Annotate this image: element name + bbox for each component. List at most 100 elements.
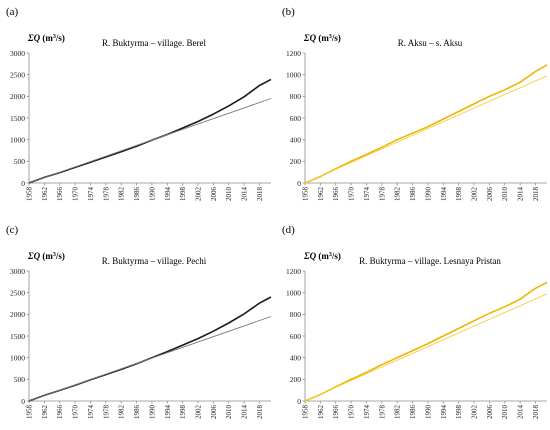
- x-tick-label: 1962: [317, 405, 325, 420]
- y-tick-label: 200: [290, 157, 302, 166]
- x-tick-label: 1962: [41, 405, 49, 420]
- y-axis-label: ΣQ (m3/s): [303, 33, 341, 43]
- y-tick-label: 1000: [286, 70, 301, 79]
- x-tick-label: 1974: [363, 187, 371, 202]
- y-axis-label-symbol: ΣQ: [27, 251, 41, 261]
- cumulative-line: [28, 296, 272, 402]
- y-axis-label: ΣQ (m3/s): [27, 251, 65, 261]
- x-tick-label: 1998: [179, 405, 187, 420]
- y-tick-label: 1000: [10, 135, 25, 144]
- x-tick-label: 1966: [56, 405, 64, 420]
- x-tick-label: 1994: [440, 405, 448, 420]
- panel-label: (a): [6, 6, 19, 18]
- y-tick-label: 2000: [10, 310, 25, 319]
- y-tick-label: 800: [290, 310, 302, 319]
- y-tick-label: 1000: [10, 353, 25, 362]
- y-axis-label-symbol: ΣQ: [27, 33, 41, 43]
- y-tick-label: 3000: [10, 267, 25, 276]
- y-axis-label-unit-end: /s): [331, 33, 341, 43]
- x-tick-label: 1986: [409, 187, 417, 202]
- trend-line: [28, 316, 272, 402]
- y-axis-label-unit-sup: 3: [53, 34, 56, 40]
- x-tick-label: 1990: [148, 187, 156, 202]
- x-tick-label: 1990: [148, 405, 156, 420]
- x-tick-label: 1982: [118, 405, 126, 420]
- x-tick-label: 2006: [210, 187, 218, 202]
- y-axis-label-symbol: ΣQ: [303, 33, 317, 43]
- x-tick-label: 2014: [241, 187, 249, 202]
- y-axis-label-symbol: ΣQ: [303, 251, 317, 261]
- x-tick-label: 1994: [164, 187, 172, 202]
- y-tick-label: 0: [21, 179, 25, 188]
- y-tick-label: 0: [21, 397, 25, 406]
- chart-panel-2: (c) ΣQ (m3/s) R. Buktyrma – village. Pechi…: [6, 224, 272, 420]
- x-tick-label: 2018: [256, 187, 264, 202]
- y-tick-label: 1500: [10, 332, 25, 341]
- x-tick-label: 2002: [471, 187, 479, 202]
- x-tick-label: 2002: [471, 405, 479, 420]
- x-tick-label: 1990: [424, 187, 432, 202]
- y-axis-label-unit-end: /s): [55, 33, 65, 43]
- cumulative-line: [28, 78, 272, 184]
- y-tick-label: 600: [290, 332, 302, 341]
- x-tick-label: 1986: [133, 405, 141, 420]
- x-tick-label: 1970: [72, 187, 80, 202]
- chart-panel-3: (d) ΣQ (m3/s) R. Buktyrma – village. Lesna…: [282, 224, 548, 420]
- trend-line: [304, 293, 548, 402]
- y-tick-label: 200: [290, 375, 302, 384]
- x-tick-label: 2018: [532, 405, 540, 420]
- x-tick-label: 2002: [195, 187, 203, 202]
- x-tick-label: 2002: [195, 405, 203, 420]
- y-tick-label: 3000: [10, 49, 25, 58]
- y-tick-label: 2500: [10, 288, 25, 297]
- x-tick-label: 2018: [256, 405, 264, 420]
- panel-label: (d): [282, 224, 295, 236]
- y-axis-label-unit-sup: 3: [53, 252, 56, 258]
- y-tick-label: 1200: [286, 49, 301, 58]
- x-tick-label: 2010: [501, 187, 509, 202]
- cumulative-line: [304, 64, 548, 184]
- x-tick-label: 1970: [348, 187, 356, 202]
- x-tick-label: 1982: [118, 187, 126, 202]
- x-tick-label: 2018: [532, 187, 540, 202]
- x-tick-label: 1962: [41, 187, 49, 202]
- x-tick-label: 1974: [363, 405, 371, 420]
- x-tick-label: 1958: [26, 405, 34, 420]
- y-axis-label-unit-end: /s): [331, 251, 341, 261]
- x-tick-label: 1998: [455, 405, 463, 420]
- x-tick-label: 1994: [164, 405, 172, 420]
- y-axis-label-unit-sup: 3: [329, 252, 332, 258]
- x-tick-label: 2006: [486, 405, 494, 420]
- y-axis-label-unit-end: /s): [55, 251, 65, 261]
- x-tick-label: 1986: [133, 187, 141, 202]
- x-tick-label: 1994: [440, 187, 448, 202]
- x-tick-label: 1998: [179, 187, 187, 202]
- x-tick-label: 1958: [26, 187, 34, 202]
- x-tick-label: 2006: [210, 405, 218, 420]
- chart-panel-0: (a) ΣQ (m3/s) R. Buktyrma – village. Berel…: [6, 6, 272, 202]
- y-tick-label: 800: [290, 92, 302, 101]
- y-tick-label: 500: [14, 375, 26, 384]
- x-tick-label: 2010: [501, 405, 509, 420]
- chart-title: R. Buktyrma – village. Pechi: [102, 256, 207, 266]
- y-axis-label-unit: (m: [40, 251, 53, 261]
- x-tick-label: 1978: [378, 187, 386, 202]
- x-tick-label: 1974: [87, 405, 95, 420]
- y-tick-label: 0: [297, 397, 301, 406]
- x-tick-label: 1978: [102, 187, 110, 202]
- y-tick-label: 2000: [10, 92, 25, 101]
- x-tick-label: 2006: [486, 187, 494, 202]
- x-tick-label: 1990: [424, 405, 432, 420]
- chart-title: R. Aksu – s. Aksu: [398, 38, 463, 48]
- x-tick-label: 2014: [517, 187, 525, 202]
- y-tick-label: 1000: [286, 288, 301, 297]
- chart-title: R. Buktyrma – village. Lesnaya Pristan: [359, 256, 501, 266]
- y-tick-label: 600: [290, 114, 302, 123]
- trend-line: [28, 98, 272, 184]
- cumulative-line: [304, 281, 548, 402]
- trend-line: [304, 75, 548, 184]
- y-axis-label: ΣQ (m3/s): [27, 33, 65, 43]
- x-tick-label: 1962: [317, 187, 325, 202]
- x-tick-label: 1978: [378, 405, 386, 420]
